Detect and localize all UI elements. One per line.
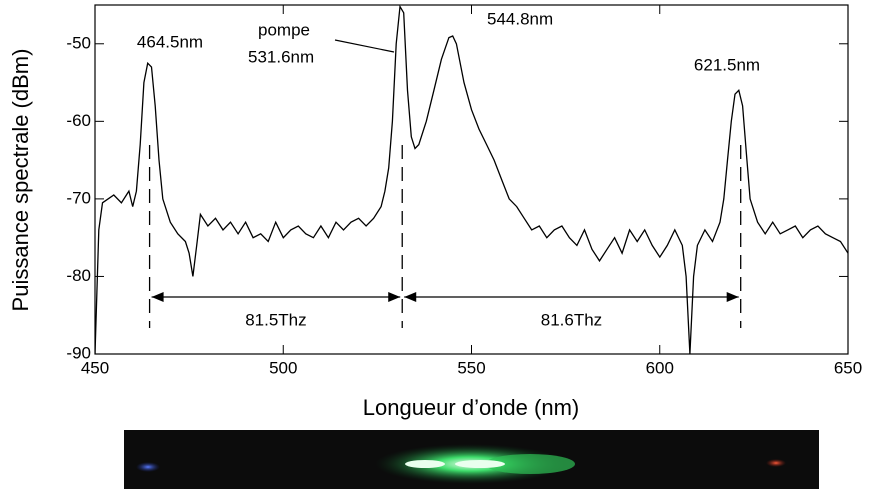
spectrum-photo xyxy=(124,430,819,489)
y-tick-label: -90 xyxy=(66,343,91,362)
y-tick-label: -50 xyxy=(66,33,91,52)
arrow-head xyxy=(726,292,739,302)
spacing-label: 81.5Thz xyxy=(245,310,306,329)
spacing-label: 81.6Thz xyxy=(541,310,602,329)
y-tick-label: -60 xyxy=(66,111,91,130)
peak-label: 544.8nm xyxy=(487,9,553,28)
peak-label: 531.6nm xyxy=(248,47,314,66)
x-tick-label: 600 xyxy=(646,358,674,377)
pump-leader xyxy=(334,39,395,53)
pump-label: pompe xyxy=(258,20,310,39)
x-tick-label: 450 xyxy=(81,358,109,377)
x-axis-label: Longueur d’onde (nm) xyxy=(363,395,579,420)
x-tick-label: 500 xyxy=(269,358,297,377)
spectrum-line xyxy=(95,5,848,354)
arrow-head xyxy=(404,292,417,302)
y-tick-label: -80 xyxy=(66,266,91,285)
y-axis-label: Puissance spectrale (dBm) xyxy=(8,49,33,312)
x-tick-label: 650 xyxy=(834,358,862,377)
arrow-head xyxy=(151,292,164,302)
arrow-head xyxy=(388,292,401,302)
y-tick-label: -70 xyxy=(66,188,91,207)
peak-label: 464.5nm xyxy=(137,32,203,51)
x-tick-label: 550 xyxy=(457,358,485,377)
peak-label: 621.5nm xyxy=(694,55,760,74)
